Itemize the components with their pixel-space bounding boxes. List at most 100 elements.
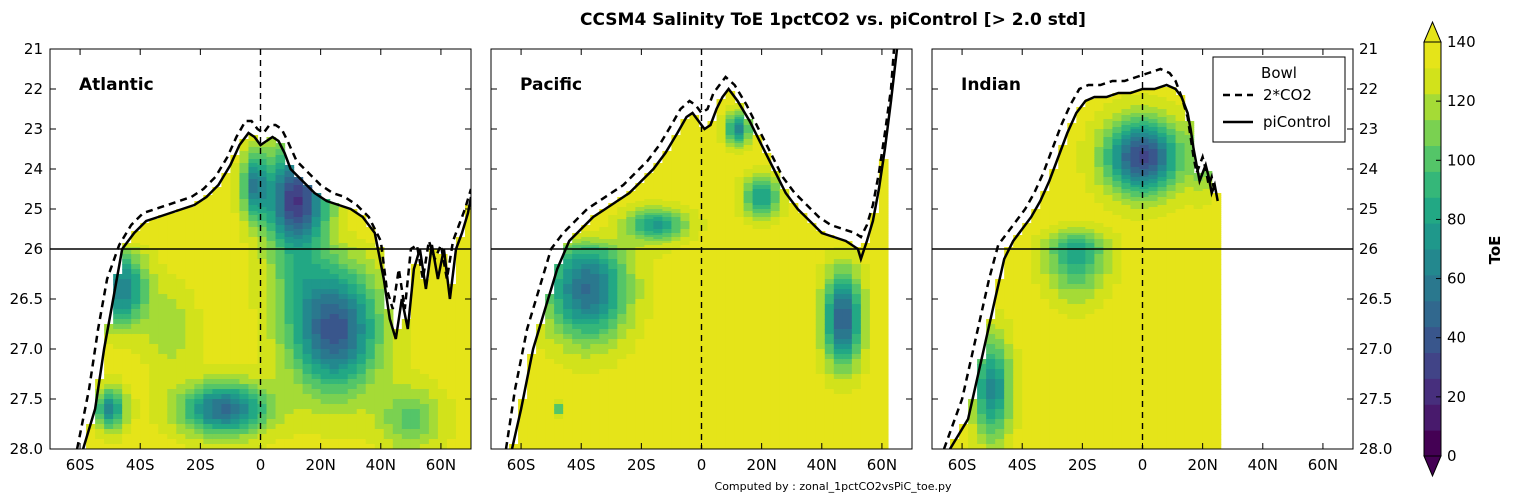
toe-cell [311, 259, 322, 265]
toe-cell [266, 183, 277, 186]
toe-cell [689, 339, 700, 345]
toe-cell [680, 149, 691, 152]
toe-cell [293, 419, 304, 425]
toe-cell [293, 225, 304, 228]
toe-cell [626, 294, 636, 300]
toe-cell [833, 249, 844, 255]
toe-cell [725, 239, 736, 242]
toe-cell [752, 203, 763, 206]
toe-cell [527, 389, 537, 395]
toe-cell [167, 399, 177, 405]
toe-cell [455, 264, 466, 270]
toe-cell [257, 434, 268, 440]
toe-cell [410, 429, 421, 435]
toe-cell [329, 245, 340, 248]
toe-cell [671, 183, 682, 186]
toe-cell [437, 314, 448, 320]
toe-cell [716, 219, 727, 222]
toe-cell [698, 241, 709, 244]
toe-cell [815, 404, 826, 410]
toe-cell [248, 439, 259, 445]
toe-cell [212, 369, 223, 375]
toe-cell [617, 334, 627, 340]
toe-cell [176, 379, 186, 385]
toe-cell [419, 329, 430, 335]
toe-cell [599, 339, 609, 345]
toe-cell [320, 264, 331, 270]
toe-cell [230, 344, 241, 350]
toe-cell [320, 223, 331, 226]
toe-cell [347, 334, 358, 340]
toe-cell [680, 241, 691, 244]
toe-cell [176, 329, 186, 335]
toe-cell [284, 354, 295, 360]
toe-cell [707, 334, 718, 340]
toe-cell [239, 197, 250, 200]
toe-cell [716, 217, 727, 220]
toe-cell [626, 384, 636, 390]
toe-cell [536, 444, 546, 449]
toe-cell [149, 221, 159, 224]
toe-cell [302, 241, 313, 244]
toe-cell [248, 201, 259, 204]
toe-cell [428, 409, 439, 415]
toe-cell [644, 289, 654, 295]
toe-cell [608, 243, 618, 246]
toe-cell [824, 384, 835, 390]
toe-cell [779, 205, 790, 208]
toe-cell [680, 169, 691, 172]
toe-cell [770, 177, 781, 180]
toe-cell [689, 121, 700, 124]
toe-cell [653, 374, 664, 380]
toe-cell [725, 195, 736, 198]
toe-cell [752, 404, 763, 410]
toe-cell [311, 197, 322, 200]
toe-cell [329, 211, 340, 214]
toe-cell [743, 155, 754, 158]
toe-cell [419, 374, 430, 380]
toe-cell [671, 304, 682, 310]
toe-cell [536, 334, 546, 340]
toe-cell [707, 221, 718, 224]
toe-cell [680, 254, 691, 260]
toe-cell [248, 254, 259, 260]
toe-cell [815, 269, 826, 275]
toe-cell [581, 409, 591, 415]
toe-cell [356, 304, 367, 310]
toe-cell [761, 379, 772, 385]
toe-cell [185, 399, 195, 405]
toe-cell [707, 384, 718, 390]
toe-cell [707, 129, 718, 132]
toe-cell [428, 329, 439, 335]
toe-cell [680, 189, 691, 192]
toe-cell [374, 384, 385, 390]
toe-cell [761, 334, 772, 340]
toe-cell [284, 424, 295, 430]
toe-cell [788, 374, 799, 380]
toe-cell [734, 137, 745, 140]
toe-cell [392, 379, 403, 385]
toe-cell [725, 167, 736, 170]
toe-cell [131, 233, 141, 236]
toe-cell [725, 227, 736, 230]
toe-cell [257, 259, 268, 265]
toe-cell [167, 274, 177, 280]
toe-cell [257, 195, 268, 198]
toe-cell [590, 279, 600, 285]
toe-cell [797, 334, 808, 340]
toe-cell [725, 379, 736, 385]
toe-cell [122, 429, 132, 435]
toe-cell [239, 374, 250, 380]
toe-cell [797, 294, 808, 300]
toe-cell [230, 237, 241, 240]
toe-cell [338, 229, 349, 232]
toe-cell [284, 231, 295, 234]
toe-cell [266, 223, 277, 226]
toe-cell [248, 354, 259, 360]
toe-cell [203, 329, 213, 335]
toe-cell [626, 207, 636, 210]
toe-cell [194, 419, 204, 425]
toe-cell [635, 404, 645, 410]
toe-cell [230, 225, 241, 228]
toe-cell [194, 434, 204, 440]
